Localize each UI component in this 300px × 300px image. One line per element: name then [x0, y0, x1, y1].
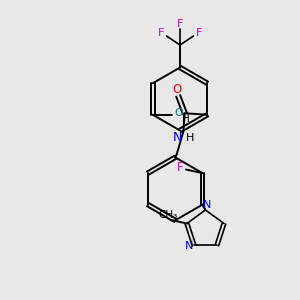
Text: O: O — [172, 83, 181, 96]
Text: N: N — [173, 131, 183, 144]
Text: H: H — [182, 114, 190, 124]
Text: N: N — [185, 242, 194, 251]
Text: F: F — [177, 19, 183, 29]
Text: N: N — [202, 200, 211, 210]
Text: CH₃: CH₃ — [158, 210, 178, 220]
Text: F: F — [196, 28, 202, 38]
Text: H: H — [186, 134, 194, 143]
Text: F: F — [158, 28, 164, 38]
Text: F: F — [177, 161, 184, 174]
Text: O: O — [174, 108, 183, 118]
